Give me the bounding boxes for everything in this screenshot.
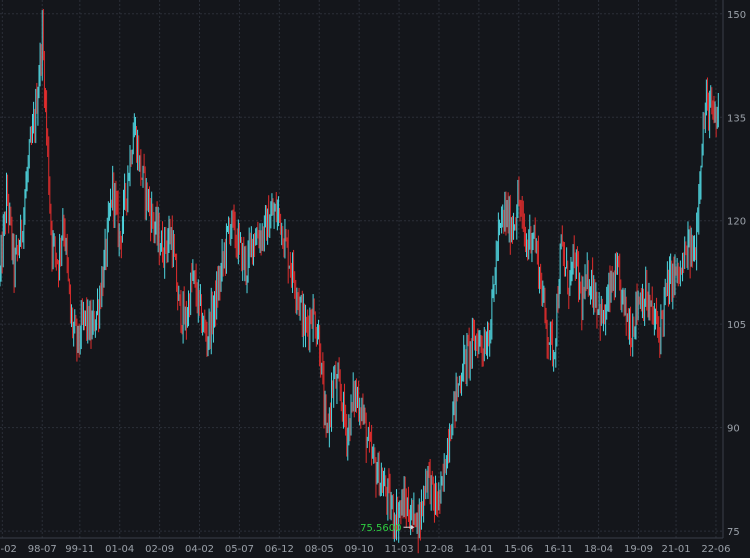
x-ticks: 97-02 98-07 99-11 01-04 02-09 04-02 05-07 06-12… (0, 544, 730, 555)
x-tick-label: 08-05 (305, 544, 334, 555)
x-tick-label: 15-06 (504, 544, 533, 555)
x-tick-label: 22-06 (701, 544, 730, 555)
candles (0, 9, 719, 554)
grid-lines (0, 0, 723, 538)
x-tick-label: 11-03 (385, 544, 414, 555)
axes (0, 0, 724, 539)
y-tick-label: 90 (727, 424, 740, 435)
x-tick-label: 09-10 (345, 544, 374, 555)
x-tick-label: 19-09 (624, 544, 653, 555)
y-ticks: 75 90 105 120 135 150 (727, 10, 746, 538)
y-tick-label: 105 (727, 320, 746, 331)
x-tick-label: 05-07 (225, 544, 254, 555)
min-value-label: 75.5600 (360, 523, 401, 534)
x-tick-label: 16-11 (544, 544, 573, 555)
y-tick-label: 135 (727, 113, 746, 124)
x-tick-label: 12-08 (424, 544, 453, 555)
x-tick-label: 02-09 (145, 544, 174, 555)
min-marker-arrowhead (410, 524, 415, 530)
x-tick-label: 99-11 (65, 544, 94, 555)
y-tick-label: 75 (727, 527, 740, 538)
min-marker: 75.5600 (360, 523, 415, 534)
x-tick-label: 97-02 (0, 544, 17, 555)
x-tick-label: 04-02 (185, 544, 214, 555)
x-tick-label: 06-12 (265, 544, 294, 555)
x-tick-label: 14-01 (464, 544, 493, 555)
y-tick-label: 150 (727, 10, 746, 21)
x-tick-label: 01-04 (105, 544, 134, 555)
x-tick-label: 98-07 (28, 544, 57, 555)
y-tick-label: 120 (727, 217, 746, 228)
x-tick-label: 18-04 (584, 544, 613, 555)
x-tick-label: 21-01 (662, 544, 691, 555)
